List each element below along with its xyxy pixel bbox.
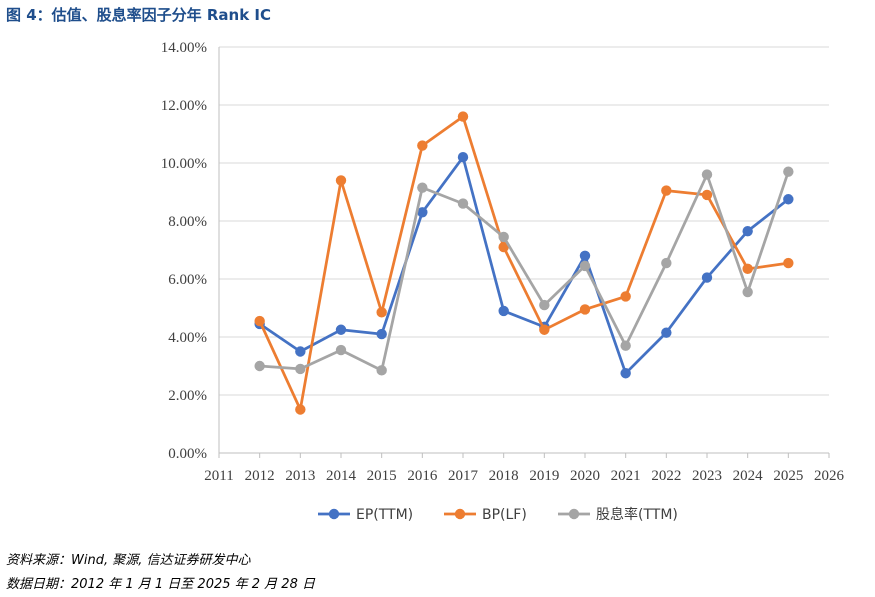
y-tick-label: 8.00% [168, 214, 207, 230]
data-point [661, 327, 672, 338]
series-line-1 [258, 115, 790, 411]
data-point [335, 344, 347, 356]
data-point [295, 363, 306, 375]
legend-swatch-marker [328, 508, 340, 520]
figure-title: 图 4：估值、股息率因子分年 Rank IC [6, 6, 272, 24]
x-tick-label: 2014 [326, 468, 357, 484]
data-point [742, 286, 753, 298]
data-point [539, 299, 550, 311]
data-point [579, 304, 591, 315]
data-point [620, 291, 631, 302]
x-tick-label: 2018 [489, 468, 519, 484]
legend-swatch-marker [454, 508, 466, 520]
data-point [417, 140, 428, 151]
x-tick-label: 2016 [407, 468, 438, 484]
rank-ic-line-chart: 0.00% 2.00% 4.00% 6.00% 8.00% 10.00% 12.00% 14.… [161, 40, 845, 523]
data-point [701, 272, 713, 283]
data-point [498, 231, 509, 243]
data-point [457, 111, 469, 122]
x-tick-label: 2012 [245, 468, 275, 484]
data-point [783, 166, 794, 177]
data-point [498, 305, 509, 317]
data-point [457, 152, 469, 163]
data-point [335, 175, 347, 186]
data-point [783, 257, 794, 269]
data-point [579, 250, 591, 261]
x-tick-label: 2013 [285, 468, 315, 484]
data-point [620, 340, 631, 351]
data-point [701, 189, 713, 201]
data-point [295, 404, 306, 415]
y-tick-label: 10.00% [161, 156, 207, 172]
x-tick-label: 2021 [611, 468, 641, 484]
x-tick-label: 2020 [570, 468, 600, 484]
data-point [539, 324, 550, 335]
data-point [742, 225, 753, 237]
legend-label: 股息率(TTM) [596, 506, 678, 523]
data-point [417, 207, 428, 218]
data-point [417, 182, 428, 193]
legend-label: BP(LF) [482, 507, 527, 523]
data-point [579, 260, 591, 272]
x-tick-label: 2023 [692, 468, 722, 484]
data-point [701, 169, 713, 180]
data-point [376, 307, 387, 318]
x-tick-label: 2011 [204, 468, 233, 484]
y-tick-label: 14.00% [161, 40, 207, 56]
x-tick-label: 2017 [448, 468, 479, 484]
legend-swatch-marker [568, 508, 580, 520]
data-point [742, 263, 753, 275]
x-tick-label: 2022 [651, 468, 681, 484]
data-point [620, 368, 631, 379]
x-tick-label: 2015 [367, 468, 397, 484]
data-point [783, 194, 794, 205]
series-line-2 [258, 170, 790, 372]
data-point [457, 198, 469, 209]
y-tick-label: 2.00% [168, 388, 207, 404]
data-point [254, 315, 265, 327]
data-point [376, 328, 387, 340]
data-point [661, 257, 672, 269]
date-note: 数据日期：2012 年 1 月 1 日至 2025 年 2 月 28 日 [6, 577, 315, 592]
y-tick-label: 12.00% [161, 98, 207, 114]
y-tick-label: 4.00% [168, 330, 207, 346]
y-tick-label: 0.00% [168, 446, 207, 462]
data-point [254, 360, 265, 372]
data-point [335, 324, 347, 335]
legend-label: EP(TTM) [356, 507, 413, 523]
x-tick-label: 2024 [733, 468, 764, 484]
data-point [295, 346, 306, 357]
x-tick-label: 2026 [814, 468, 845, 484]
data-point [498, 241, 509, 253]
x-tick-label: 2025 [773, 468, 803, 484]
data-point [661, 185, 672, 196]
source-note: 资料来源：Wind, 聚源, 信达证券研发中心 [6, 553, 251, 568]
x-tick-label: 2019 [529, 468, 559, 484]
series-line-0 [258, 155, 790, 375]
y-tick-label: 6.00% [168, 272, 207, 288]
data-point [376, 365, 387, 376]
